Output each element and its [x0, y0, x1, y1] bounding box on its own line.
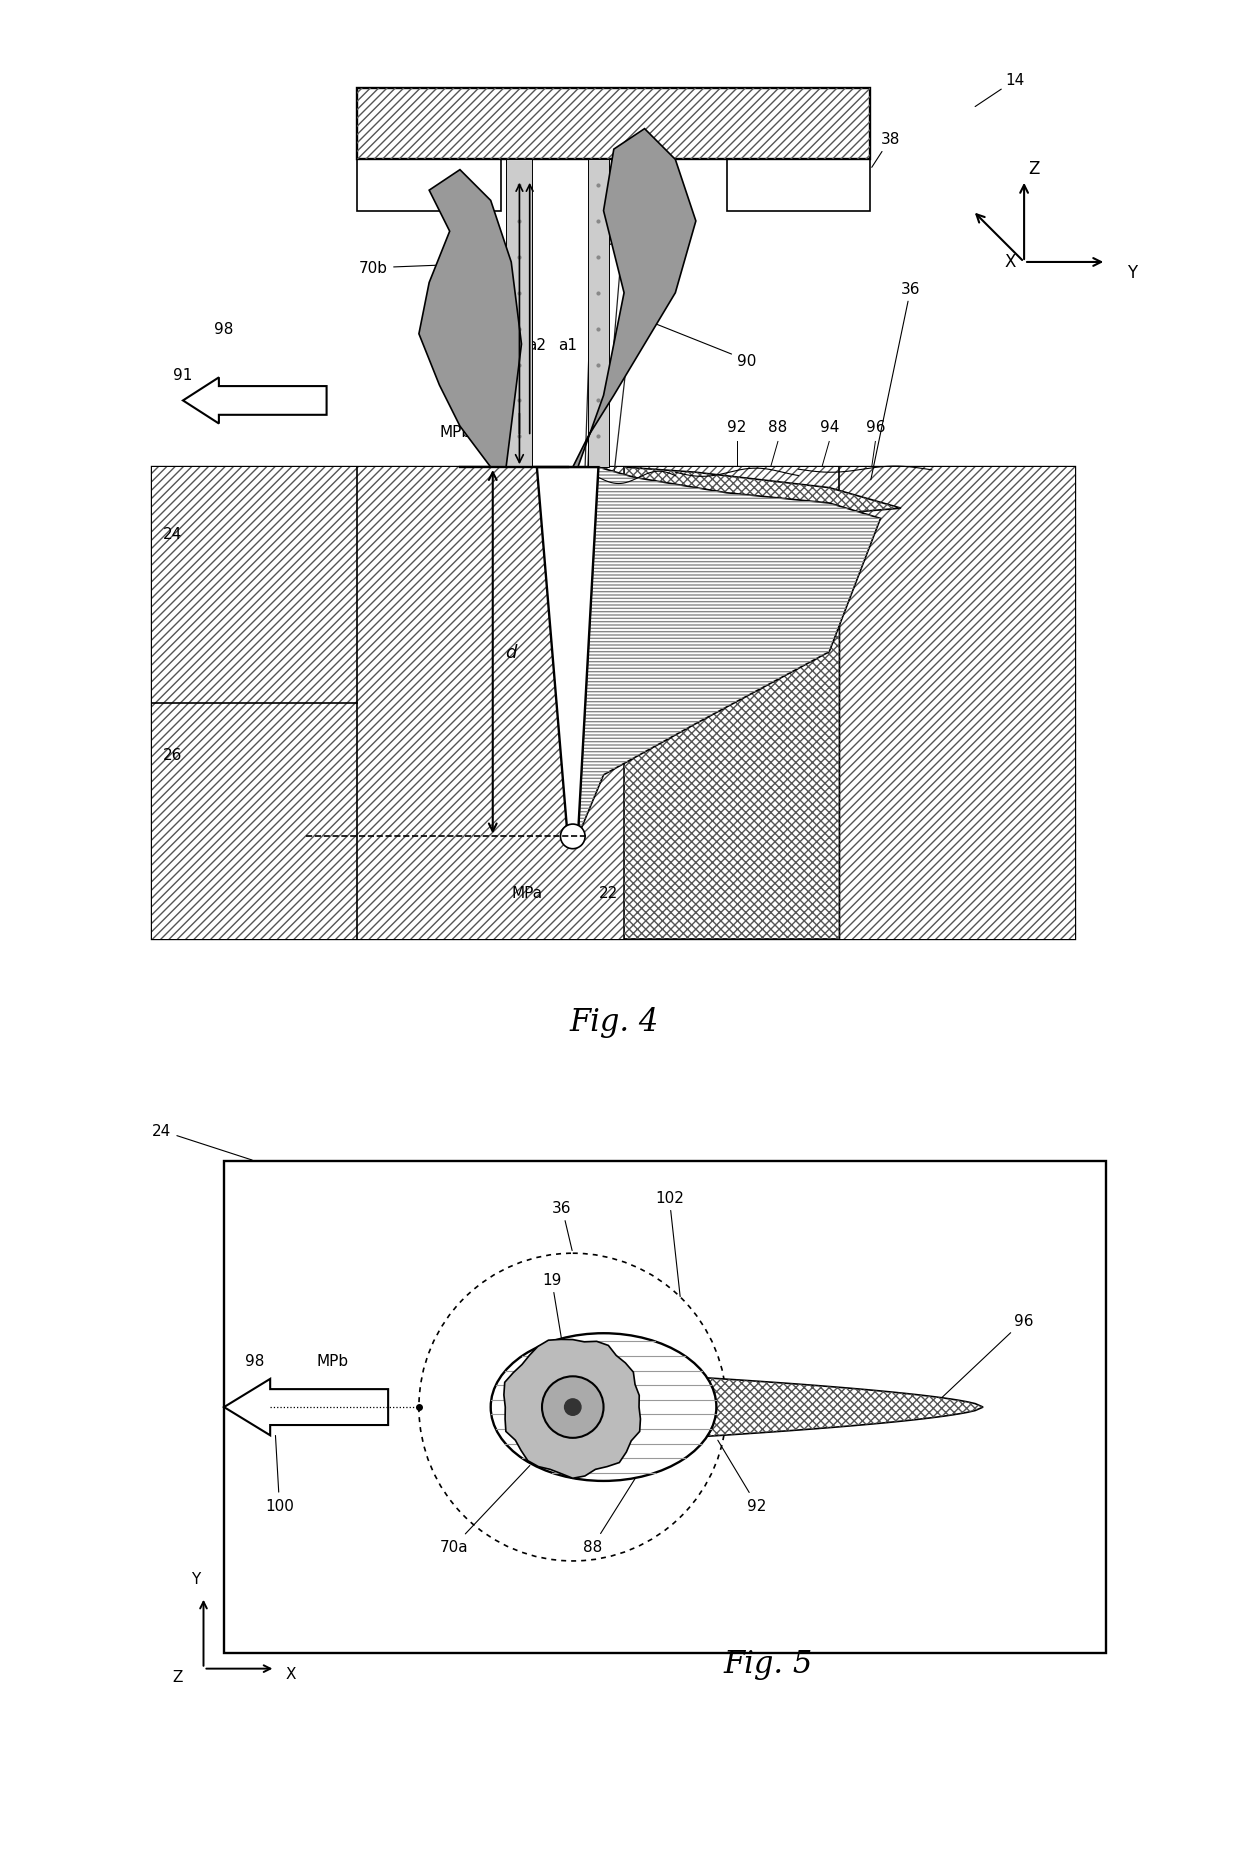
Polygon shape: [503, 1340, 640, 1478]
Bar: [506, 160, 532, 468]
Text: MPa: MPa: [511, 885, 542, 900]
Text: 19: 19: [542, 1273, 574, 1404]
Polygon shape: [624, 468, 901, 939]
Text: 70a: 70a: [439, 1465, 529, 1555]
Text: 96: 96: [866, 419, 885, 434]
Text: 24: 24: [162, 528, 182, 542]
Text: 70a: 70a: [600, 220, 652, 252]
Text: d: d: [505, 643, 516, 662]
Text: MPb: MPb: [439, 425, 471, 440]
Text: 14: 14: [1006, 73, 1025, 88]
Circle shape: [560, 824, 585, 850]
Circle shape: [564, 1400, 582, 1415]
Text: 98: 98: [244, 1353, 264, 1368]
Text: Y: Y: [191, 1571, 200, 1586]
Bar: [153, 468, 357, 939]
Text: Fig. 5: Fig. 5: [723, 1648, 812, 1679]
Text: 92: 92: [718, 1441, 766, 1514]
Bar: [224, 1161, 1106, 1653]
Text: 100: 100: [265, 1435, 294, 1514]
Polygon shape: [573, 130, 696, 468]
Polygon shape: [593, 1372, 983, 1443]
Text: Z: Z: [172, 1670, 184, 1685]
Text: 38: 38: [872, 132, 900, 168]
Text: 88: 88: [583, 1467, 644, 1555]
Polygon shape: [537, 468, 599, 837]
Text: 24: 24: [153, 1124, 252, 1161]
Text: Z: Z: [1029, 160, 1040, 179]
Text: 91: 91: [172, 367, 192, 384]
FancyArrow shape: [224, 1379, 388, 1435]
Bar: [357, 88, 870, 160]
Text: MPb: MPb: [316, 1353, 348, 1368]
Bar: [839, 468, 1075, 939]
Polygon shape: [578, 468, 880, 837]
Ellipse shape: [491, 1333, 717, 1482]
Bar: [357, 468, 839, 939]
Bar: [588, 160, 609, 468]
Polygon shape: [357, 160, 501, 212]
Text: 19: 19: [615, 158, 663, 220]
Text: X: X: [285, 1666, 296, 1681]
Text: 92: 92: [727, 419, 746, 434]
Text: X: X: [1004, 254, 1016, 270]
FancyArrow shape: [184, 378, 326, 425]
Polygon shape: [727, 160, 870, 212]
Polygon shape: [419, 171, 522, 468]
Circle shape: [542, 1376, 604, 1439]
Bar: [839, 468, 1075, 939]
Text: 36: 36: [870, 281, 920, 481]
Text: 22: 22: [599, 885, 618, 900]
Text: 98: 98: [213, 322, 233, 337]
Bar: [153, 468, 357, 939]
Bar: [357, 468, 839, 939]
Text: a1: a1: [558, 337, 577, 352]
Text: 26: 26: [162, 747, 182, 762]
Text: a2: a2: [527, 337, 547, 352]
Text: 36: 36: [552, 1200, 572, 1251]
Bar: [357, 88, 870, 160]
Text: 70b: 70b: [360, 261, 517, 276]
Bar: [153, 468, 1075, 939]
Text: 94: 94: [820, 419, 839, 434]
Text: 88: 88: [769, 419, 787, 434]
Text: Fig. 4: Fig. 4: [569, 1007, 658, 1036]
Text: 96: 96: [934, 1314, 1033, 1405]
Text: 102: 102: [655, 1191, 683, 1297]
Text: 90: 90: [657, 326, 756, 369]
Text: Y: Y: [1127, 265, 1137, 281]
